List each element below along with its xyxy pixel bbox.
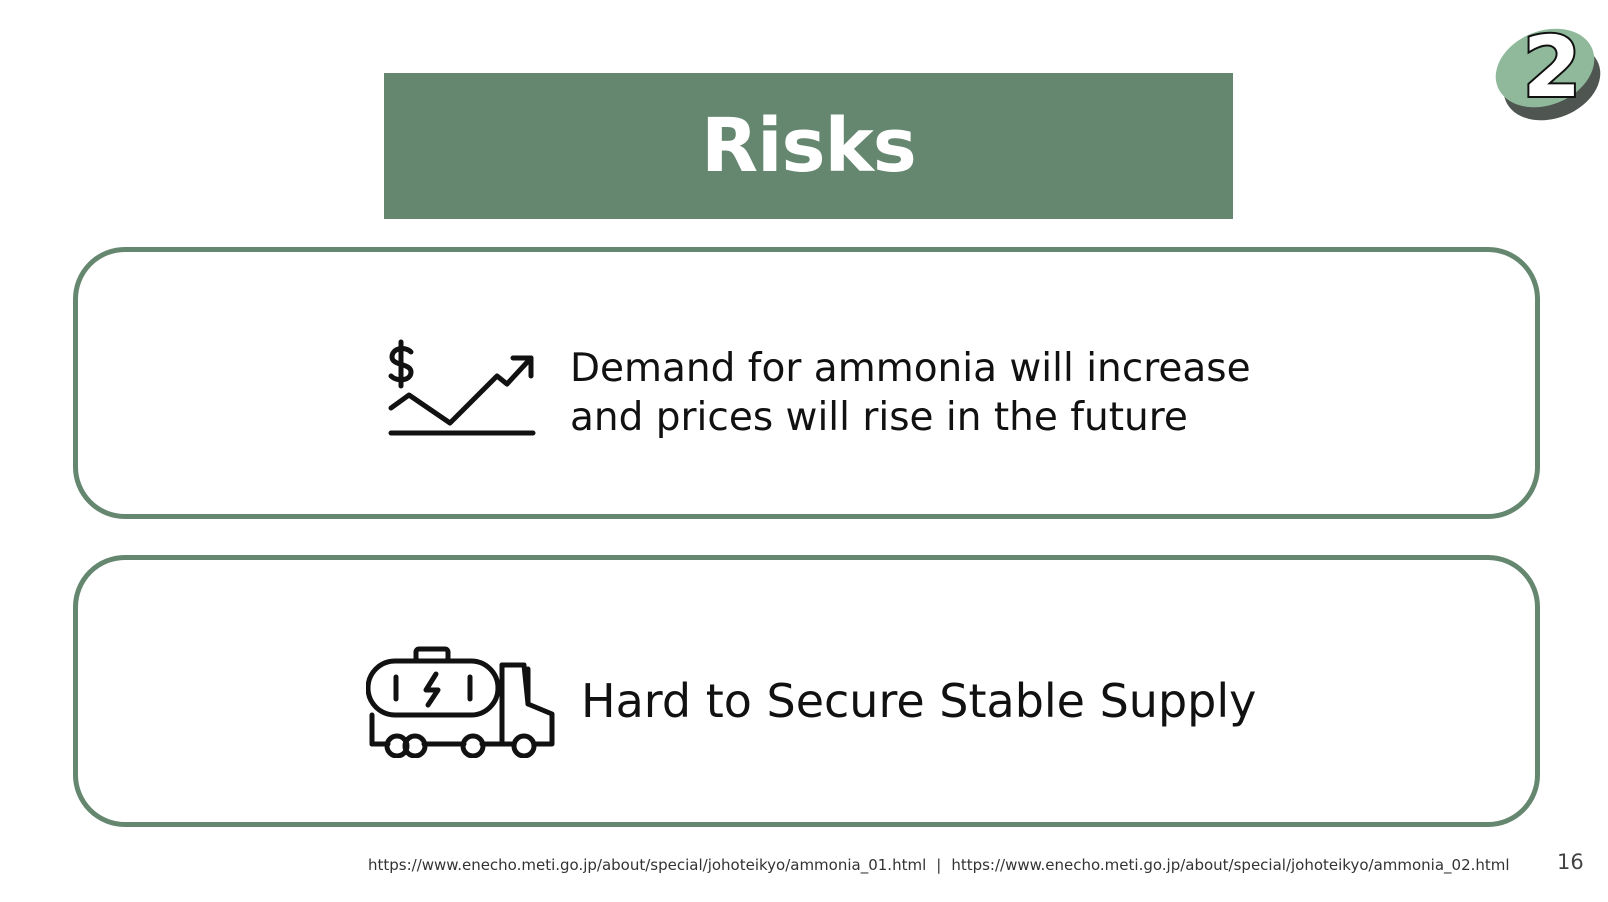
source-link-2[interactable]: https://www.enecho.meti.go.jp/about/spec… <box>951 856 1510 874</box>
page-title: Risks <box>701 103 917 189</box>
section-number-badge: 2 <box>1492 16 1604 122</box>
tanker-truck-icon <box>366 646 555 758</box>
badge-number: 2 <box>1523 18 1581 116</box>
risk-card-price: Demand for ammonia will increase and pri… <box>73 247 1540 519</box>
risk-text-price: Demand for ammonia will increase and pri… <box>570 344 1251 442</box>
source-link-1[interactable]: https://www.enecho.meti.go.jp/about/spec… <box>368 856 927 874</box>
risk-text-line-2: and prices will rise in the future <box>570 395 1188 440</box>
title-banner: Risks <box>384 73 1233 219</box>
risk-card-supply: Hard to Secure Stable Supply <box>73 555 1540 827</box>
page-number: 16 <box>1557 850 1584 874</box>
source-links: https://www.enecho.meti.go.jp/about/spec… <box>368 856 1510 874</box>
risk-text-line-1: Demand for ammonia will increase <box>570 346 1251 391</box>
source-separator: | <box>936 856 942 874</box>
risk-text-supply: Hard to Secure Stable Supply <box>581 674 1257 728</box>
price-increase-chart-icon <box>388 339 536 436</box>
number-badge-icon: 2 <box>1495 16 1601 121</box>
